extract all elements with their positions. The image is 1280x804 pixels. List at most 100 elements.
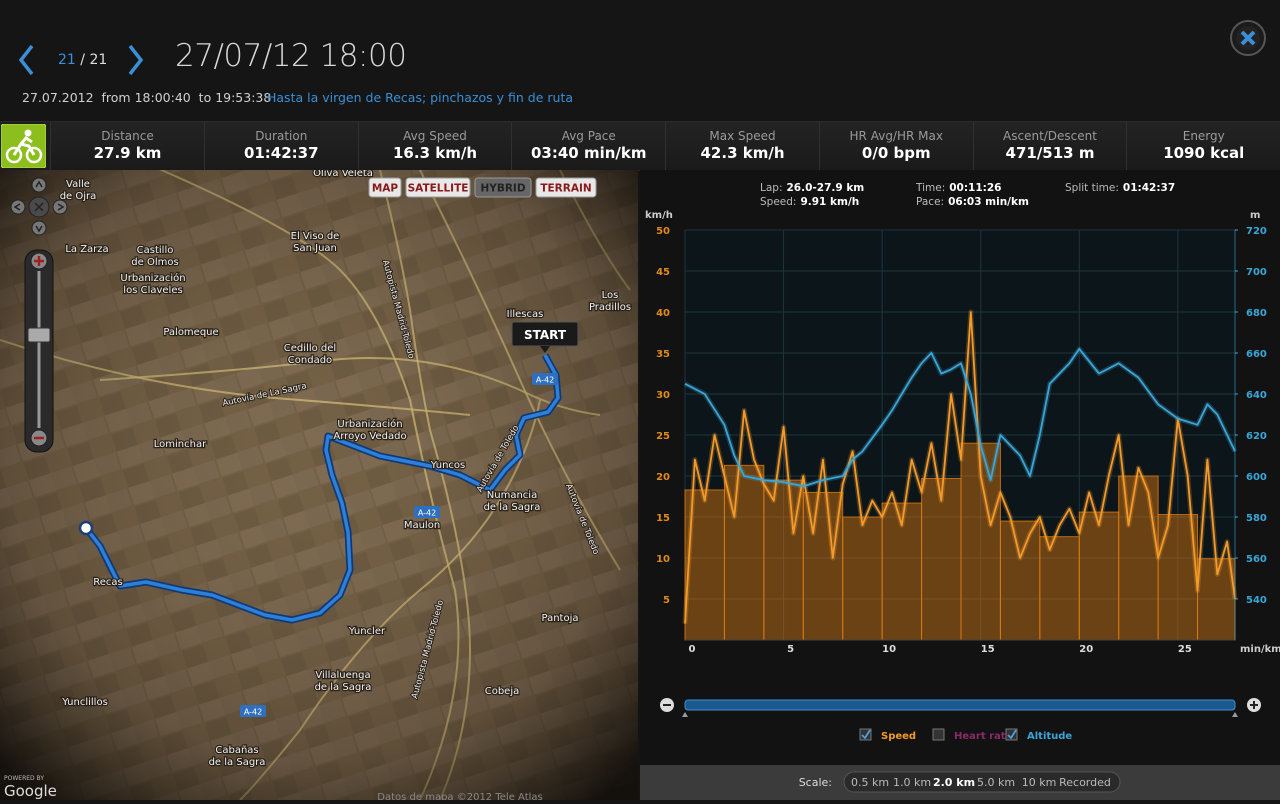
zoom-control[interactable] bbox=[24, 249, 54, 453]
current: 21 bbox=[58, 52, 76, 68]
lap-info-value: 01:42:37 bbox=[1123, 182, 1175, 194]
y-tick-label: 45 bbox=[656, 267, 670, 278]
y-tick-label: 30 bbox=[656, 390, 670, 401]
close-button[interactable] bbox=[1228, 19, 1268, 59]
lap-info-label: Speed: bbox=[760, 196, 796, 208]
place-label: Pantoja bbox=[542, 613, 579, 624]
place-line: de Olmos bbox=[131, 257, 178, 268]
stat-cell: Avg Pace 03:40 min/km bbox=[511, 122, 666, 170]
prev-button[interactable] bbox=[14, 42, 38, 78]
separator: / bbox=[80, 52, 85, 68]
lap-bar bbox=[1078, 511, 1120, 641]
place-line: Condado bbox=[288, 355, 332, 366]
y2-tick-label: 540 bbox=[1246, 595, 1267, 606]
stat-label: Max Speed bbox=[709, 129, 776, 143]
scale-label: Scale: bbox=[799, 776, 832, 789]
stat-label: Duration bbox=[255, 129, 308, 143]
route-name[interactable]: Hasta la virgen de Recas; pinchazos y fi… bbox=[267, 90, 574, 105]
stat-label: HR Avg/HR Max bbox=[849, 129, 943, 143]
place-line: Valle bbox=[66, 179, 90, 190]
x-tick-label: 5 bbox=[787, 644, 794, 655]
place-label: Urbanización Arroyo Vedado bbox=[333, 418, 406, 442]
stat-cell: Ascent/Descent 471/513 m bbox=[972, 122, 1127, 170]
marks bbox=[682, 309, 1238, 641]
legend-label: Speed bbox=[881, 731, 916, 742]
map-type-label: HYBRID bbox=[480, 183, 525, 195]
y2-tick-label: 680 bbox=[1246, 308, 1267, 319]
stat-cell: Avg Speed 16.3 km/h bbox=[357, 122, 512, 170]
legend-label: Altitude bbox=[1027, 731, 1072, 742]
road-shield bbox=[240, 705, 266, 717]
lap-info-label: Pace: bbox=[916, 196, 944, 208]
scale-option[interactable]: 2.0 km bbox=[933, 776, 975, 789]
map-type-label: MAP bbox=[372, 183, 399, 195]
lap-info-item: Pace: 06:03 min/km bbox=[916, 196, 1029, 208]
y2-tick-label: 560 bbox=[1246, 554, 1267, 565]
place-line: de la Sagra bbox=[209, 757, 266, 768]
scale-track bbox=[843, 771, 1121, 793]
lap-info: Lap: 26.0-27.9 km Speed: 9.91 km/h Time: 00:1… bbox=[760, 182, 1175, 208]
place-line: Yunclillos bbox=[61, 697, 108, 708]
range-slider[interactable] bbox=[660, 698, 1261, 717]
place-label: Illescas bbox=[507, 309, 544, 320]
header: 21 / 21 27/07/12 18:00 27.07.2012 from 1… bbox=[0, 0, 1280, 120]
place-line: Oliva Veleta bbox=[313, 170, 373, 179]
powered-by: POWERED BY bbox=[4, 775, 44, 782]
place-label: Urbanización los Claveles bbox=[120, 272, 185, 296]
legend-checkbox[interactable] bbox=[859, 728, 872, 741]
map[interactable]: START Oliva Veleta Valle de Ojra La Zarza Ca… bbox=[0, 170, 638, 800]
place-label: Numancia de la Sagra bbox=[484, 490, 541, 513]
activity-icon bbox=[1, 124, 46, 168]
start-callout: START bbox=[511, 321, 579, 353]
legend-check bbox=[1007, 729, 1017, 740]
y-tick-label: 10 bbox=[656, 554, 670, 565]
scale-option[interactable]: 5.0 km bbox=[977, 776, 1015, 789]
scale-bar: Scale: 0.5 km 1.0 km 2.0 km 5.0 km 10 km Reco… bbox=[640, 765, 1280, 800]
lap-info-value: 06:03 min/km bbox=[948, 196, 1029, 208]
scale-option[interactable]: Recorded bbox=[1059, 776, 1111, 789]
map-type-button[interactable] bbox=[535, 177, 597, 198]
place-label: Valle de Ojra bbox=[60, 179, 97, 202]
place-label: La Zarza bbox=[65, 244, 108, 255]
scale-option[interactable]: 0.5 km bbox=[851, 776, 889, 789]
stat-label: Distance bbox=[101, 129, 154, 143]
y-tick-label: 40 bbox=[656, 308, 670, 319]
lap-info-value: 26.0-27.9 km bbox=[787, 182, 865, 194]
y-tick-label: 20 bbox=[656, 472, 670, 483]
place-line: Pantoja bbox=[542, 613, 579, 624]
place-label: Lominchar bbox=[154, 439, 207, 450]
place-label: Cobeja bbox=[485, 686, 520, 697]
chart: Lap: 26.0-27.9 km Speed: 9.91 km/h Time: 00:1… bbox=[640, 170, 1280, 765]
scale-option[interactable]: 1.0 km bbox=[893, 776, 931, 789]
scale-control: Scale: 0.5 km 1.0 km 2.0 km 5.0 km 10 km Reco… bbox=[799, 771, 1121, 793]
place-line: Los bbox=[602, 290, 619, 301]
x-axis-label: min/km bbox=[1240, 644, 1280, 655]
lap-info-item: Time: 00:11:26 bbox=[915, 182, 1001, 194]
start-label: START bbox=[524, 328, 567, 342]
stat-value: 27.9 km bbox=[93, 144, 162, 162]
place-line: Recas bbox=[93, 577, 123, 588]
y2-axis-label: m bbox=[1250, 210, 1260, 221]
map-type-button[interactable] bbox=[405, 177, 471, 198]
lap-info-label: Split time: bbox=[1065, 182, 1119, 194]
legend-checkbox[interactable] bbox=[1005, 728, 1018, 741]
legend-checkbox[interactable] bbox=[932, 728, 945, 741]
lap-info-label: Time: bbox=[915, 182, 945, 194]
scale-option[interactable]: 10 km bbox=[1022, 776, 1057, 789]
place-line: Cobeja bbox=[485, 686, 520, 697]
place-line: de Ojra bbox=[60, 191, 97, 202]
x-tick-label: 20 bbox=[1079, 644, 1093, 655]
place-label: El Viso de San Juan bbox=[291, 231, 340, 254]
place-line: Urbanización bbox=[337, 418, 402, 430]
next-button[interactable] bbox=[124, 42, 148, 78]
route bbox=[84, 354, 560, 622]
x-tick-label: 0 bbox=[689, 644, 696, 655]
map-type-button[interactable] bbox=[474, 177, 532, 198]
y2-tick-label: 580 bbox=[1246, 513, 1267, 524]
pan-control[interactable] bbox=[10, 177, 68, 236]
stat-value: 03:40 min/km bbox=[530, 144, 647, 162]
map-type-button[interactable] bbox=[368, 177, 402, 198]
scale-options: 0.5 km 1.0 km 2.0 km 5.0 km 10 km Recorded bbox=[851, 776, 1111, 789]
place-line: Arroyo Vedado bbox=[333, 431, 406, 442]
